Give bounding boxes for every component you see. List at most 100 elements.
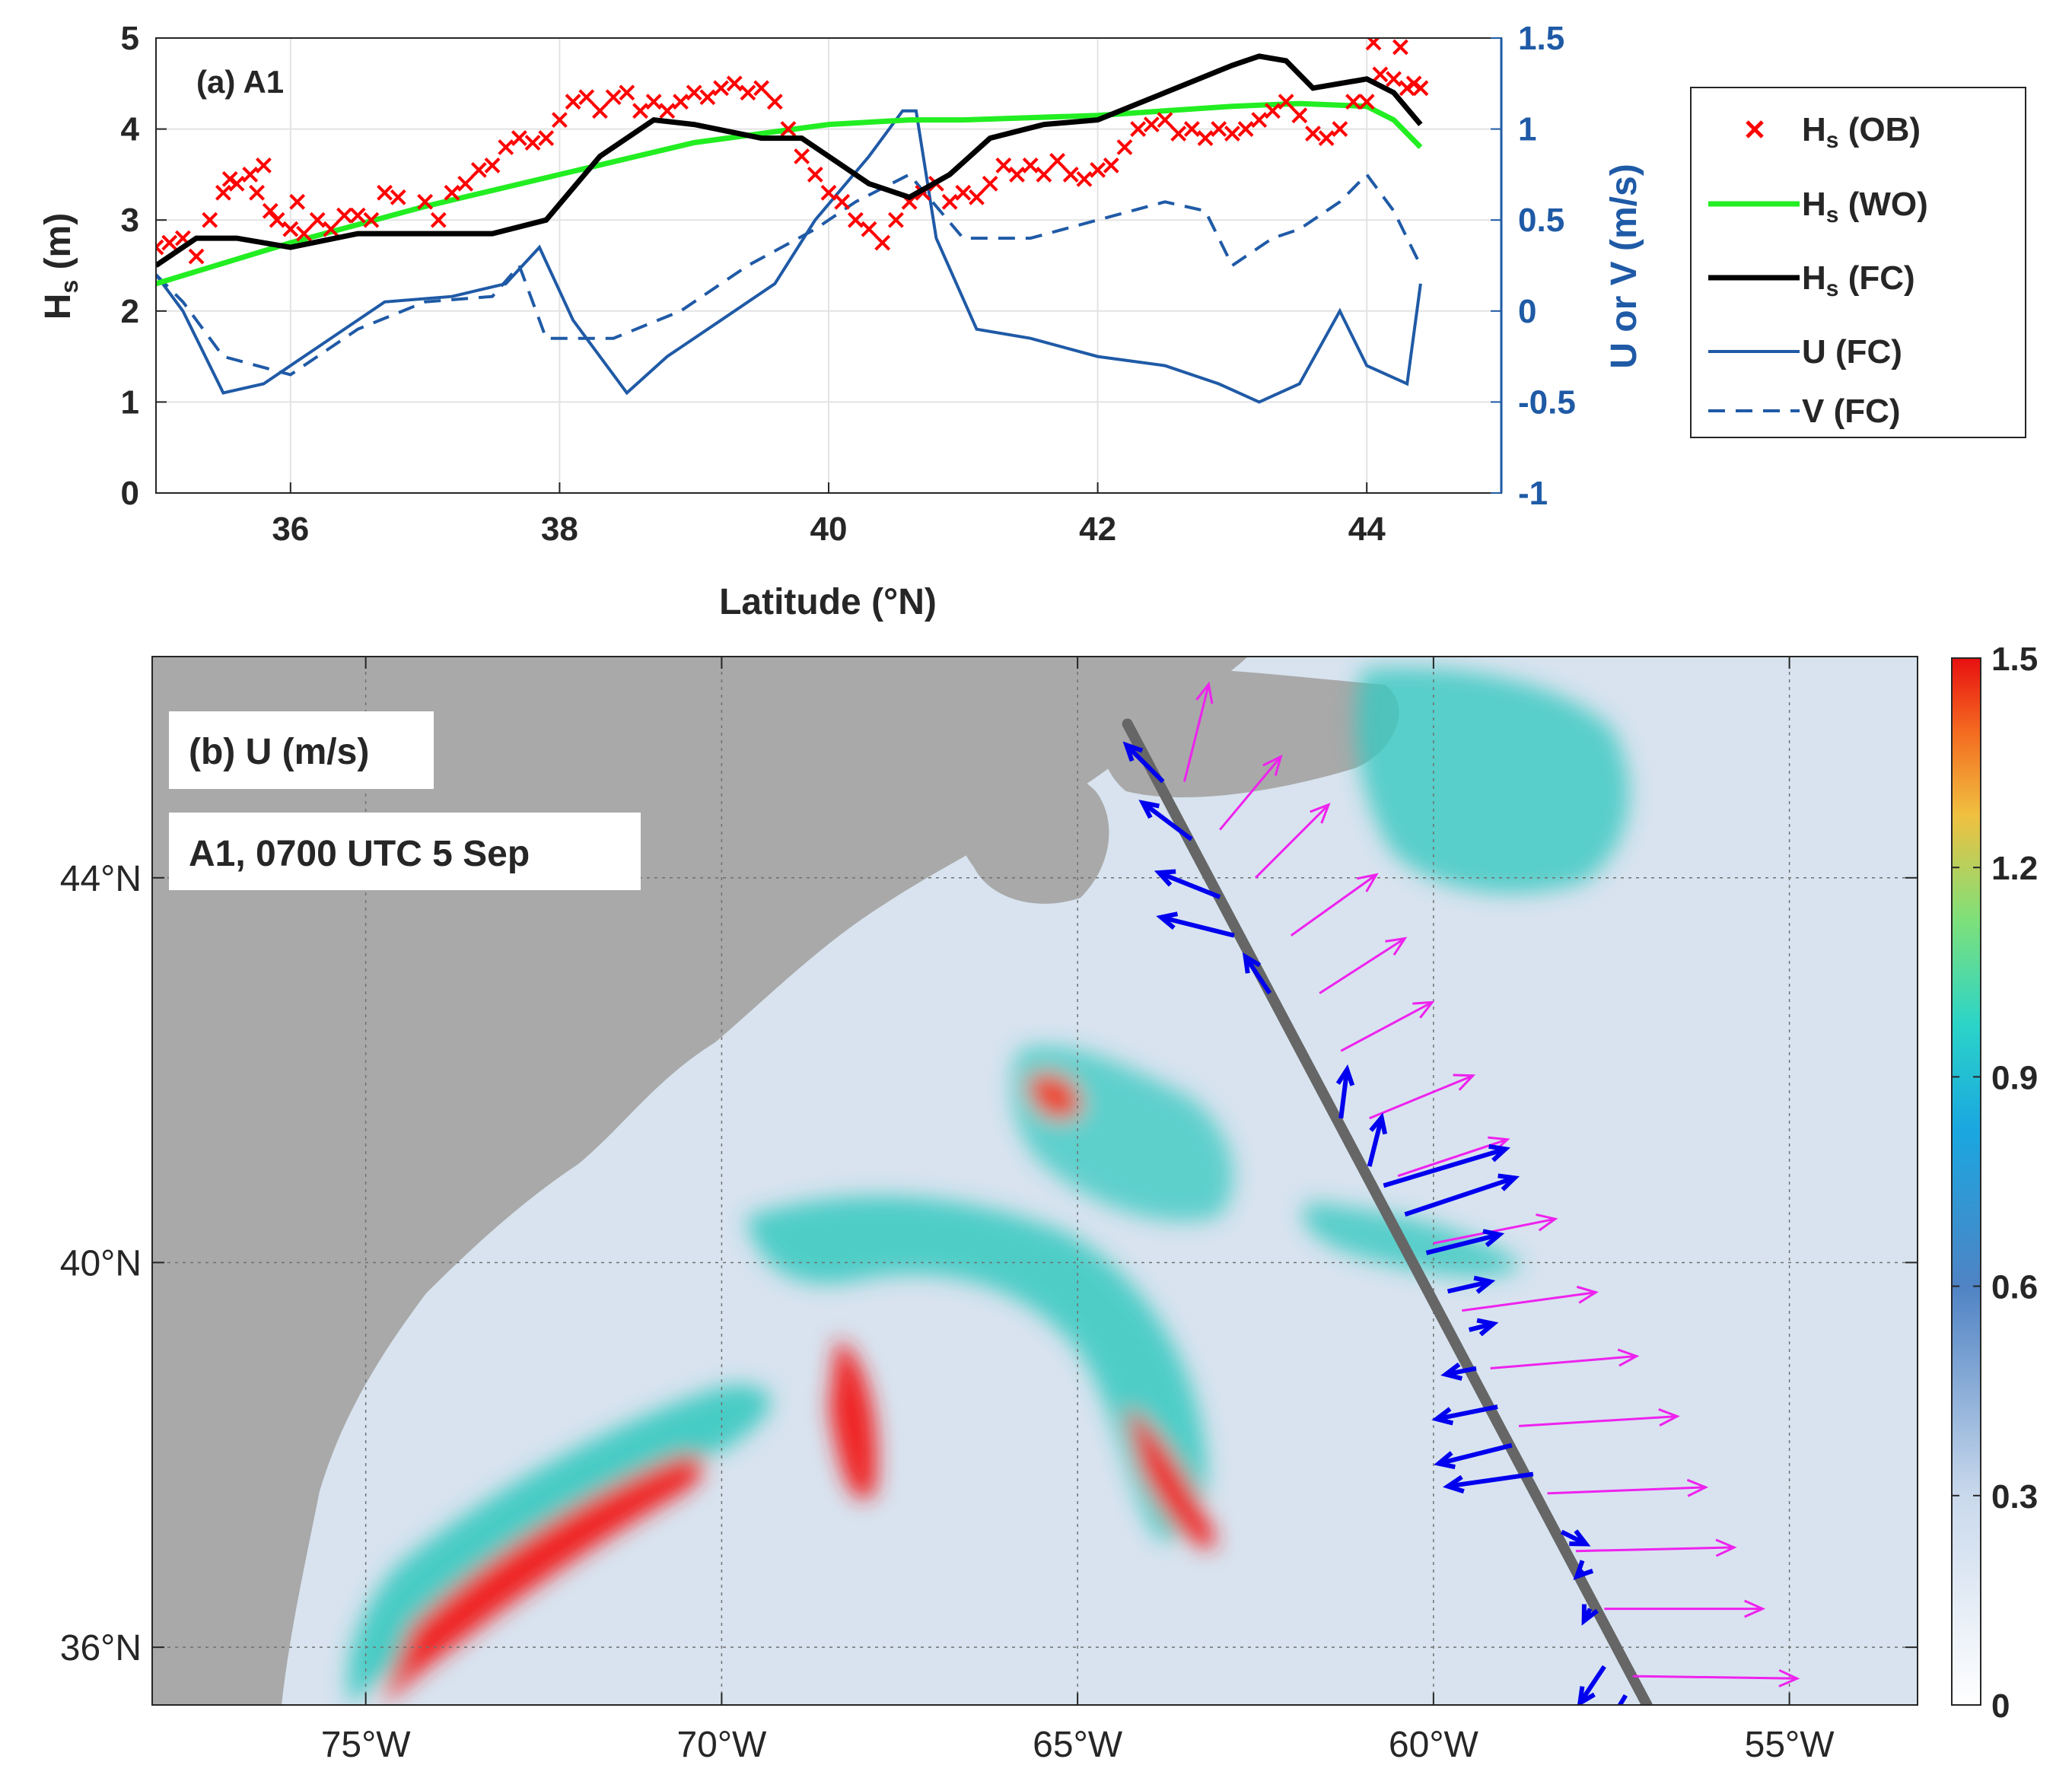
colorbar-tick-label: 1.5 [1991,641,2038,678]
panel-b-axes-box [151,656,1918,1706]
obs-point [1412,80,1429,97]
obs-point [726,75,743,92]
panel-b-subtitle: A1, 0700 UTC 5 Sep [189,834,530,874]
current-arrow [1573,1560,1594,1580]
current-arrow [1335,1064,1355,1119]
panel-b-subtitle-bg [169,813,641,890]
wind-arrow [1319,937,1408,994]
lon-tick-label: 65°W [1033,1725,1123,1765]
panel-a-xlabel: Latitude (°N) [719,582,937,622]
legend-label-obs: Hs (OB) [1802,111,1921,153]
current-arrow [1383,1143,1510,1188]
obs-point [565,94,581,110]
obs-point [511,130,527,146]
map-grid [152,657,1918,1705]
obs-point [578,89,595,106]
panel-b-label-box: (b) U (m/s) [169,711,434,789]
ytick-left-label: 5 [121,20,139,57]
xtick-label: 38 [541,510,578,548]
obs-point [861,221,877,237]
wind-arrow [1604,1599,1766,1618]
ylabel-left-sub: s [56,280,83,294]
current-arrow [1138,800,1193,841]
obs-point [1251,112,1268,129]
obs-point [887,212,904,228]
obs-point [1143,116,1160,133]
colorbar-tick-label: 0.9 [1991,1059,2038,1096]
obs-point [430,212,447,228]
obs-point [289,193,306,210]
obs-point [202,212,218,228]
obs-point [874,234,891,251]
ytick-right-label: -1 [1518,475,1548,512]
obs-point [309,212,326,228]
obs-point [753,80,770,97]
panel-a-ticks: 36 38 40 42 44 0 1 2 3 4 5 -1 -0.5 0 0.5 1 1.5 [121,20,1576,548]
current-arrow [1440,1362,1477,1381]
current-arrow [1156,911,1235,938]
obs-point [982,175,998,192]
current-arrow [1617,1694,1628,1705]
xtick-label: 42 [1079,510,1116,548]
obs-point [1372,66,1389,83]
series-v-fc [156,172,1422,377]
ytick-left-label: 1 [121,383,139,421]
legend-item-v: V (FC) [1708,393,1901,430]
obs-point [645,94,662,110]
obs-point [249,184,266,201]
obs-point [1183,121,1200,138]
wind-arrow [1254,803,1331,879]
current-arrow [1242,952,1272,995]
colorbar: 0 0.3 0.6 0.9 1.2 1.5 [1951,641,2038,1725]
wind-arrow [1547,1478,1709,1497]
current-arrows [1122,741,1628,1705]
ytick-right-label: 1.5 [1518,20,1564,57]
ytick-right-label: -0.5 [1518,383,1576,421]
obs-point [1022,157,1039,173]
lon-tick-label: 55°W [1745,1725,1835,1765]
land-nova-scotia [952,761,1109,904]
obs-point [1358,94,1375,110]
obs-point [524,135,541,151]
current-field [348,667,1629,1705]
lat-tick-label: 36°N [60,1628,142,1668]
obs-point [632,103,648,119]
xtick-label: 44 [1348,510,1386,548]
legend-label-fc: Hs (FC) [1802,259,1915,301]
wind-arrow [1433,1213,1558,1245]
wind-arrow [1632,1668,1800,1687]
obs-point [713,80,729,97]
obs-point [1170,126,1187,142]
panel-a-ylabel-left: Hs (m) [38,213,83,320]
obs-point [228,175,245,192]
obs-point [1009,166,1025,183]
obs-point [161,234,178,251]
obs-point [363,212,380,228]
wind-arrow [1219,754,1283,831]
legend-label-u: U (FC) [1802,333,1902,371]
colorbar-scale [1951,657,1981,1706]
current-arrow [1367,1112,1388,1167]
panel-a: 36 38 40 42 44 0 1 2 3 4 5 -1 -0.5 0 0.5 1 1.5 (a) A1 La… [38,20,1644,622]
colorbar-tick-label: 0.3 [1991,1478,2038,1516]
panel-b-subtitle-box: A1, 0700 UTC 5 Sep [169,813,641,890]
obs-point [619,84,635,101]
obs-point [1157,112,1173,129]
wind-arrow [1519,1408,1680,1427]
panel-a-ylabel-right: U or V (m/s) [1604,164,1644,368]
obs-point [1291,107,1308,124]
current-arrow [1468,1318,1499,1337]
ytick-left-label: 2 [121,293,139,330]
obs-point [686,84,702,101]
obs-point [766,94,783,110]
current-arrow [1434,1442,1513,1470]
wind-arrow [1575,1538,1737,1557]
legend-item-u: U (FC) [1708,333,1902,371]
obs-point [807,166,823,183]
obs-point [1332,121,1348,138]
obs-point [1103,157,1119,173]
obs-point [457,175,474,192]
obs-point [256,157,272,173]
obs-point [780,121,797,138]
